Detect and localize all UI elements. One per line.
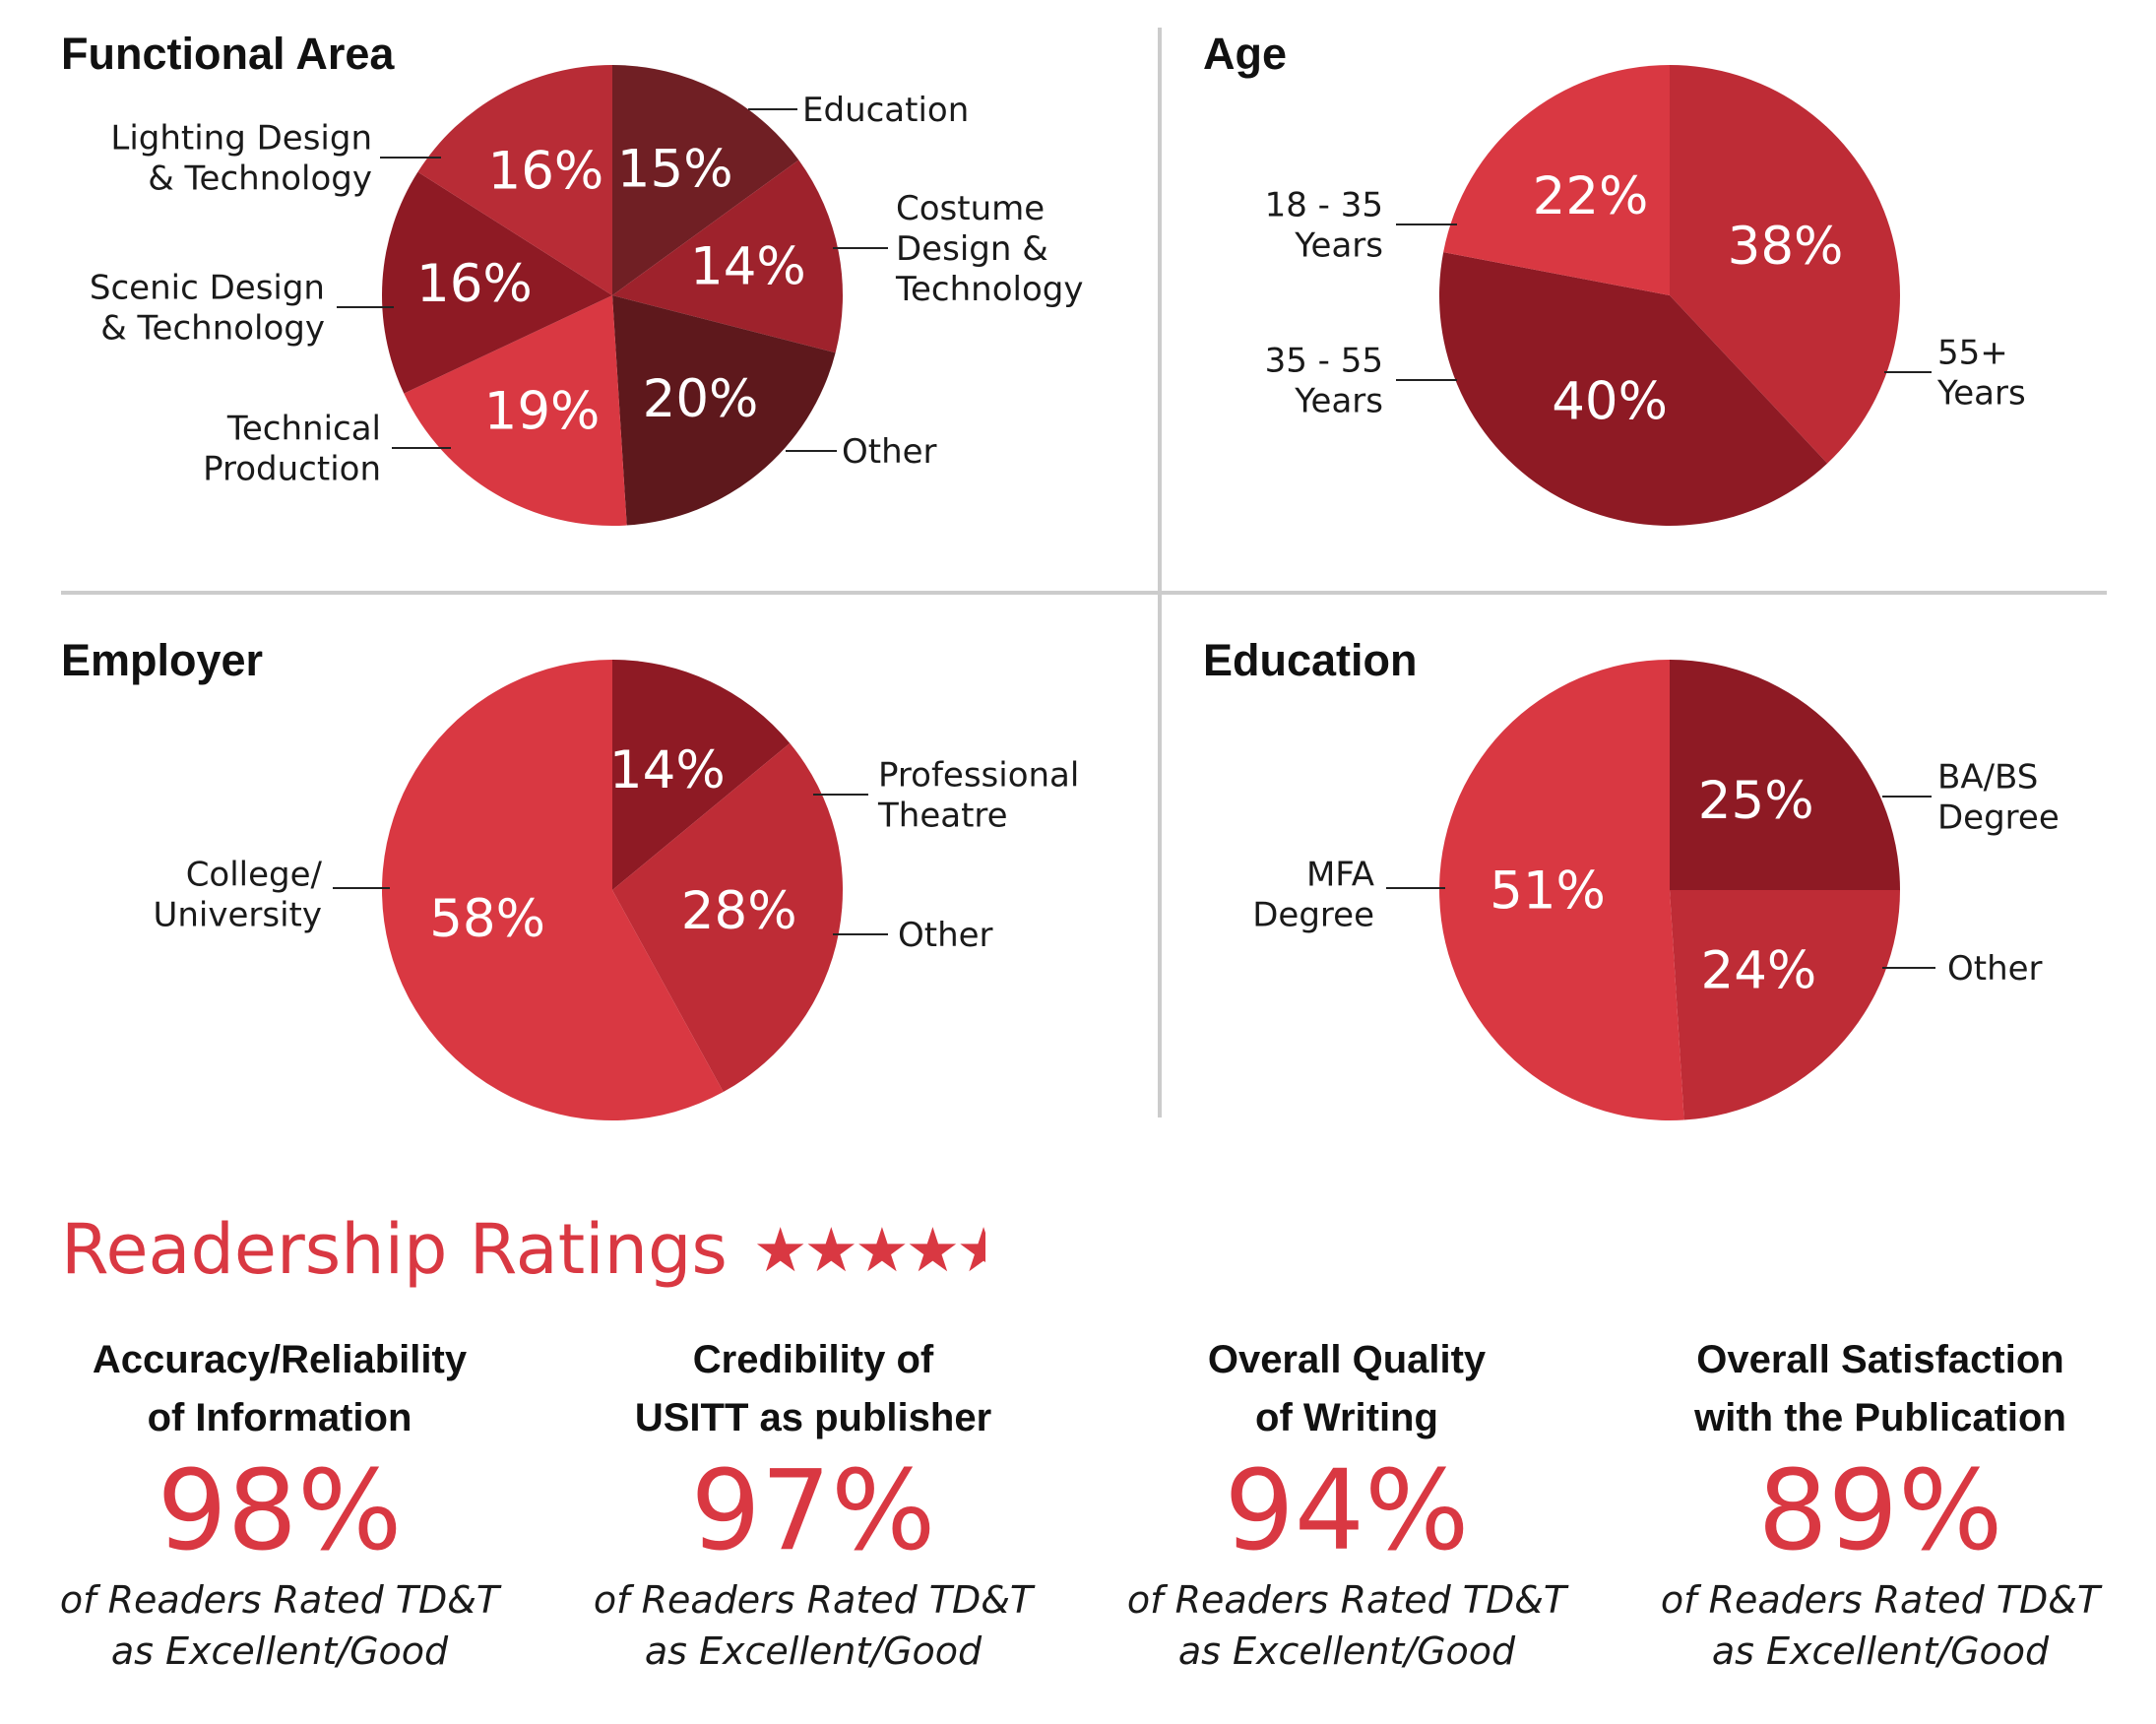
ratings-heading-text: Readership Ratings [61,1209,728,1290]
callout-label: Other [1947,949,2043,989]
callout-label: Lighting Design & Technology [110,119,372,199]
star-rating-icon: ★★★★★ [753,1214,985,1286]
chart-title-functional-area: Functional Area [61,29,395,79]
ratings-heading: Readership Ratings ★★★★★ [61,1209,985,1290]
star-icon: ★ [855,1213,910,1286]
pie-slice-18-35-years [1443,65,1670,295]
rating-caption: of Readers Rated TD&T [1660,1578,2101,1622]
rating-title: with the Publication [1694,1396,2066,1439]
callout-label: Other [842,432,937,472]
callout-label: College/University [153,856,322,935]
pie-slice-technical-production [404,295,627,527]
star-icon: ★ [752,1213,808,1286]
pie-slice-ba-bs-degree [1670,660,1900,890]
pie-slice-other [612,295,836,526]
chart-title-education: Education [1203,635,1418,685]
slice-value-label: 40% [1552,371,1668,431]
callout-label: 35 - 55 Years [1265,342,1383,421]
slice-value-label: 24% [1700,941,1816,1001]
pie-slice-55-years [1670,65,1900,464]
rating-caption: of Readers Rated TD&T [593,1578,1034,1622]
pie-slice-35-55-years [1438,252,1828,527]
rating-caption: as Excellent/Good [1711,1629,2050,1673]
rating-satisfaction: Overall Satisfaction with the Publicatio… [1624,1331,2136,1676]
callout-label: Scenic Design & Technology [90,269,325,349]
star-icon: ★ [905,1213,961,1286]
rating-caption: as Excellent/Good [1177,1629,1516,1673]
slice-value-label: 19% [484,381,601,441]
slice-value-label: 25% [1698,771,1814,831]
pie-functional-area: 15% 14% 20% 19% 16% 16% Education Costume Design… [90,65,1083,527]
rating-credibility: Credibility of USITT as publisher 97% of… [557,1331,1069,1676]
rating-title: USITT as publisher [634,1396,992,1439]
chart-title-employer: Employer [61,635,263,685]
pie-slice-other [1670,890,1900,1120]
pie-slice-college-university [382,660,724,1121]
rating-caption: as Excellent/Good [110,1629,449,1673]
pie-education: 25% 24% 51% BA/BS Degree Other MFA Degree [1252,660,2060,1120]
slice-value-label: 15% [617,140,733,200]
pie-slice-professional-theatre [612,660,791,890]
rating-value: 89% [1757,1447,2003,1575]
slice-value-label: 51% [1490,862,1606,922]
pie-slice-mfa-degree [1439,660,1684,1120]
callout-label: Costume Design & Technology [895,189,1083,309]
rating-accuracy: Accuracy/Reliability of Information 98% … [24,1331,536,1676]
pie-slice-lighting-design-technology [417,65,612,295]
pie-slice-other [612,742,844,1093]
pie-employer: 14% 28% 58% Professional Theatre Other College… [153,660,1079,1121]
callout-label: Technical Production [203,410,381,489]
rating-value: 97% [690,1447,936,1575]
pie-slice-scenic-design-technology [382,171,612,394]
slice-value-label: 14% [609,740,726,800]
rating-caption: as Excellent/Good [644,1629,983,1673]
callout-label: Professional Theatre [877,756,1079,836]
rating-value: 98% [157,1447,403,1575]
pie-slice-costume-design-technology [612,160,844,353]
rating-value: 94% [1224,1447,1470,1575]
pie-age: 38% 40% 22% 55+ Years 35 - 55 Years 18 - 35 Year… [1265,65,2026,527]
slice-value-label: 28% [681,881,797,941]
rating-caption: of Readers Rated TD&T [59,1578,500,1622]
pie-slice-education [612,65,799,295]
slice-value-label: 16% [416,254,533,314]
callout-label: BA/BS Degree [1937,758,2060,838]
callout-label: Other [898,916,993,955]
rating-caption: of Readers Rated TD&T [1126,1578,1567,1622]
slice-value-label: 16% [487,142,603,202]
slice-value-label: 38% [1728,217,1844,277]
slice-value-label: 22% [1533,166,1649,226]
star-icon: ★ [803,1213,858,1286]
rating-title: Overall Satisfaction [1696,1338,2064,1381]
rating-title: of Writing [1255,1396,1438,1439]
callout-label: 18 - 35 Years [1265,186,1383,266]
slice-value-label: 14% [690,236,806,296]
half-star-icon: ★ [956,1213,986,1286]
callout-label: MFA Degree [1252,856,1374,935]
rating-title: of Information [147,1396,412,1439]
callout-label: Education [802,91,969,130]
callout-label: 55+ Years [1936,334,2026,414]
rating-writing-quality: Overall Quality of Writing 94% of Reader… [1091,1331,1603,1676]
chart-title-age: Age [1203,29,1287,79]
slice-value-label: 20% [643,369,759,429]
slice-value-label: 58% [429,889,545,949]
rating-title: Overall Quality [1207,1338,1487,1381]
rating-title: Credibility of [692,1338,934,1381]
rating-title: Accuracy/Reliability [92,1338,468,1381]
